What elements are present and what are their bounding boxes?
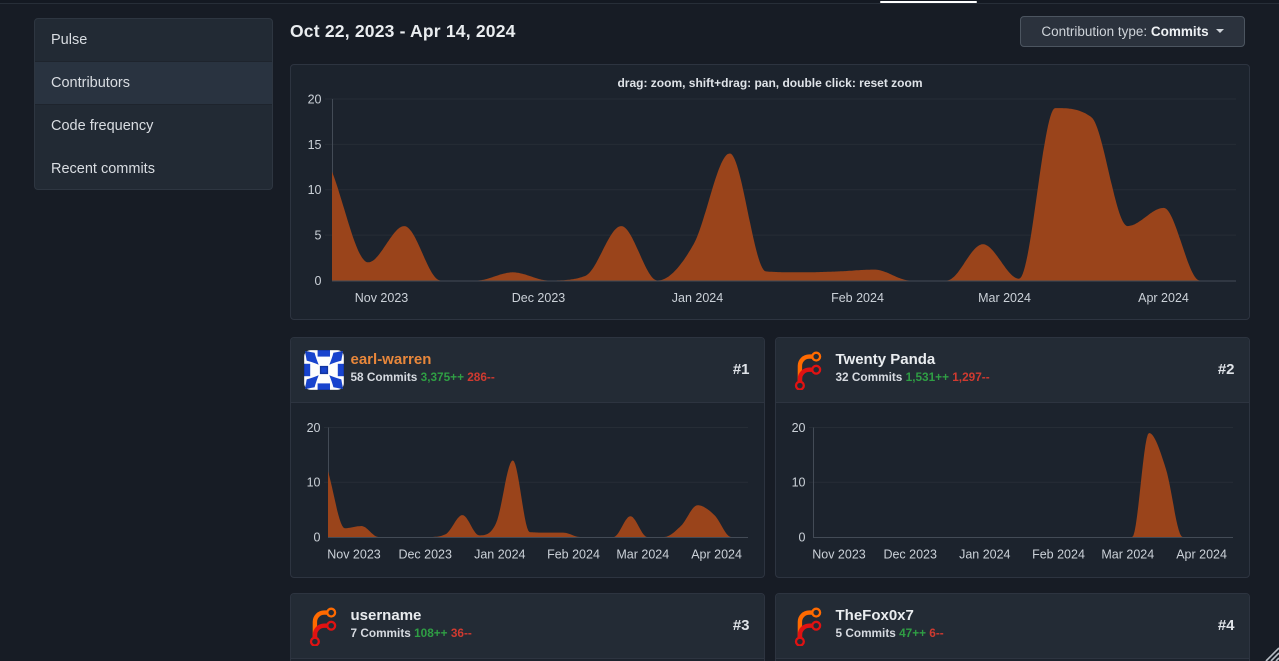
svg-text:Mar 2024: Mar 2024 bbox=[616, 547, 669, 561]
svg-text:Nov 2023: Nov 2023 bbox=[327, 547, 381, 561]
svg-text:10: 10 bbox=[791, 475, 805, 489]
svg-text:0: 0 bbox=[313, 530, 320, 544]
svg-text:Mar 2024: Mar 2024 bbox=[978, 291, 1031, 305]
svg-text:Dec 2023: Dec 2023 bbox=[398, 547, 452, 561]
svg-text:10: 10 bbox=[307, 183, 321, 197]
svg-text:Feb 2024: Feb 2024 bbox=[547, 547, 600, 561]
svg-text:20: 20 bbox=[791, 420, 805, 434]
svg-text:20: 20 bbox=[306, 420, 320, 434]
svg-text:Jan 2024: Jan 2024 bbox=[474, 547, 525, 561]
svg-text:15: 15 bbox=[307, 138, 321, 152]
svg-text:drag: zoom, shift+drag: pan, d: drag: zoom, shift+drag: pan, double clic… bbox=[617, 76, 922, 90]
svg-text:Dec 2023: Dec 2023 bbox=[511, 291, 565, 305]
svg-text:5: 5 bbox=[314, 229, 321, 243]
svg-text:Nov 2023: Nov 2023 bbox=[812, 547, 866, 561]
svg-text:20: 20 bbox=[307, 92, 321, 106]
svg-text:Feb 2024: Feb 2024 bbox=[831, 291, 884, 305]
svg-text:Apr 2024: Apr 2024 bbox=[691, 547, 742, 561]
svg-text:Mar 2024: Mar 2024 bbox=[1101, 547, 1154, 561]
svg-text:0: 0 bbox=[314, 274, 321, 288]
svg-text:Feb 2024: Feb 2024 bbox=[1032, 547, 1085, 561]
svg-text:Apr 2024: Apr 2024 bbox=[1138, 291, 1189, 305]
svg-text:0: 0 bbox=[798, 530, 805, 544]
svg-text:Jan 2024: Jan 2024 bbox=[959, 547, 1010, 561]
svg-text:10: 10 bbox=[306, 475, 320, 489]
svg-text:Dec 2023: Dec 2023 bbox=[883, 547, 937, 561]
svg-text:Nov 2023: Nov 2023 bbox=[354, 291, 408, 305]
svg-text:Apr 2024: Apr 2024 bbox=[1176, 547, 1227, 561]
svg-text:Jan 2024: Jan 2024 bbox=[671, 291, 722, 305]
